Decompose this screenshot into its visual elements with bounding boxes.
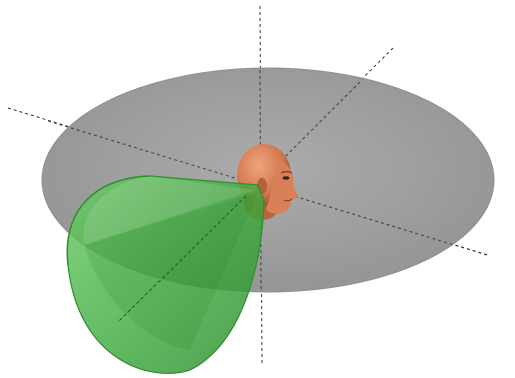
cone-rim (66, 175, 151, 266)
head-mouth (283, 198, 293, 202)
head-eye (282, 176, 290, 180)
head-brow (280, 170, 293, 174)
cone-inner-shade (84, 192, 258, 350)
listening-cone (66, 175, 265, 374)
cone-highlight (83, 176, 255, 245)
